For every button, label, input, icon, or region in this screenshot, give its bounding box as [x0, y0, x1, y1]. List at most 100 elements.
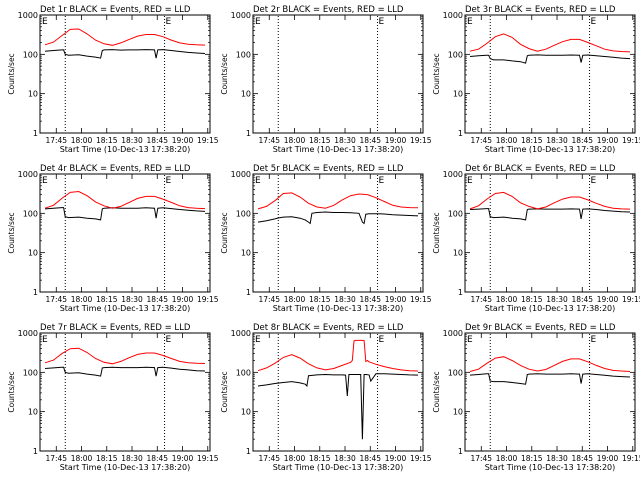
y-tick-label: 10 — [28, 408, 38, 417]
y-tick-label: 1 — [458, 288, 463, 297]
x-tick-label: 18:15 — [309, 295, 331, 304]
panel-title: Det 1r BLACK = Events, RED = LLD — [40, 5, 191, 15]
y-tick-label: 1 — [33, 447, 38, 456]
y-tick-label: 10 — [241, 249, 251, 258]
plot-frame — [39, 14, 211, 134]
x-tick-label: 19:00 — [172, 295, 194, 304]
series-lld-line — [469, 356, 631, 372]
y-tick-label: 100 — [23, 209, 38, 218]
x-tick-label: 18:15 — [309, 454, 331, 463]
x-tick-label: 18:15 — [96, 454, 118, 463]
series-lld-line — [469, 191, 631, 210]
flag-letter: E — [591, 176, 597, 186]
plot-frame — [252, 173, 424, 293]
x-axis-label: Start Time (10-Dec-13 17:38:20) — [273, 304, 404, 313]
flag-letter: E — [255, 335, 261, 345]
y-axis-label: Counts/sec — [432, 371, 441, 412]
x-tick-label: 17:45 — [45, 136, 67, 145]
x-tick-label: 18:30 — [546, 295, 568, 304]
x-tick-label: 17:45 — [45, 295, 67, 304]
y-axis-label: Counts/sec — [220, 371, 229, 412]
y-tick-label: 10 — [453, 408, 463, 417]
x-tick-label: 18:45 — [359, 295, 381, 304]
series-events-line — [44, 207, 206, 221]
series-lld-line — [257, 339, 419, 372]
y-tick-label: 1000 — [18, 11, 38, 20]
series-events-line — [44, 49, 206, 59]
detector-panel-6: Det 6r BLACK = Events, RED = LLD 1 10 100 10… — [432, 164, 640, 313]
x-tick-label: 19:00 — [385, 295, 407, 304]
x-tick-label: 18:00 — [71, 295, 93, 304]
x-tick-label: 18:30 — [546, 454, 568, 463]
panel-title: Det 5r BLACK = Events, RED = LLD — [253, 164, 404, 174]
y-axis-label: Counts/sec — [7, 212, 16, 253]
x-tick-label: 19:00 — [597, 454, 619, 463]
x-tick-label: 17:45 — [258, 454, 280, 463]
plot-frame — [464, 332, 636, 452]
detector-panel-2: Det 2r BLACK = Events, RED = LLD 1 10 100 10… — [220, 5, 432, 154]
x-tick-label: 19:00 — [172, 136, 194, 145]
y-axis-label: Counts/sec — [7, 371, 16, 412]
x-tick-label: 19:15 — [622, 454, 640, 463]
x-tick-label: 19:15 — [197, 295, 219, 304]
y-axis-label: Counts/sec — [432, 53, 441, 94]
plot-frame — [464, 173, 636, 293]
y-tick-label: 1000 — [443, 329, 463, 338]
y-tick-label: 1 — [246, 447, 251, 456]
series-events-line — [469, 373, 631, 385]
x-tick-label: 18:00 — [284, 454, 306, 463]
x-tick-label: 18:15 — [309, 136, 331, 145]
x-tick-label: 18:45 — [146, 454, 168, 463]
x-tick-label: 18:30 — [334, 295, 356, 304]
x-tick-label: 18:15 — [521, 454, 543, 463]
x-tick-label: 19:15 — [622, 295, 640, 304]
x-tick-label: 18:45 — [146, 295, 168, 304]
plot-frame — [252, 14, 424, 134]
flag-letter: E — [467, 176, 473, 186]
x-tick-label: 18:30 — [546, 136, 568, 145]
x-tick-label: 18:45 — [571, 295, 593, 304]
series-events-line — [257, 373, 419, 440]
flag-letter: E — [379, 335, 385, 345]
x-axis-label: Start Time (10-Dec-13 17:38:20) — [485, 463, 616, 472]
y-tick-label: 100 — [23, 368, 38, 377]
detector-panel-9: Det 9r BLACK = Events, RED = LLD 1 10 100 10… — [432, 323, 640, 472]
x-axis-label: Start Time (10-Dec-13 17:38:20) — [273, 145, 404, 154]
panel-title: Det 8r BLACK = Events, RED = LLD — [253, 323, 404, 333]
detector-panel-5: Det 5r BLACK = Events, RED = LLD 1 10 100 10… — [220, 164, 432, 313]
detector-panel-4: Det 4r BLACK = Events, RED = LLD 1 10 100 10… — [7, 164, 219, 313]
x-tick-label: 19:00 — [385, 136, 407, 145]
x-tick-label: 18:00 — [71, 136, 93, 145]
x-axis-label: Start Time (10-Dec-13 17:38:20) — [485, 145, 616, 154]
x-tick-label: 18:15 — [96, 136, 118, 145]
x-tick-label: 18:15 — [521, 295, 543, 304]
y-tick-label: 1 — [458, 129, 463, 138]
x-tick-label: 18:00 — [284, 295, 306, 304]
y-tick-label: 100 — [236, 368, 251, 377]
x-tick-label: 17:45 — [45, 454, 67, 463]
detector-panel-1: Det 1r BLACK = Events, RED = LLD 1 10 100 10… — [7, 5, 219, 154]
x-tick-label: 17:45 — [470, 136, 492, 145]
series-lld-line — [44, 28, 206, 46]
y-tick-label: 1 — [33, 129, 38, 138]
detector-panel-3: Det 3r BLACK = Events, RED = LLD 1 10 100 10… — [432, 5, 640, 154]
y-tick-label: 10 — [453, 249, 463, 258]
x-tick-label: 18:45 — [359, 136, 381, 145]
panel-title: Det 9r BLACK = Events, RED = LLD — [465, 323, 616, 333]
x-axis-label: Start Time (10-Dec-13 17:38:20) — [60, 304, 191, 313]
plot-frame — [464, 14, 636, 134]
series-lld-line — [44, 347, 206, 365]
x-tick-label: 18:00 — [284, 136, 306, 145]
panel-title: Det 2r BLACK = Events, RED = LLD — [253, 5, 404, 15]
x-tick-label: 19:00 — [172, 454, 194, 463]
x-tick-label: 19:00 — [385, 454, 407, 463]
y-tick-label: 1 — [458, 447, 463, 456]
x-tick-label: 18:00 — [496, 454, 518, 463]
y-tick-label: 1 — [246, 129, 251, 138]
flag-letter: E — [166, 335, 172, 345]
flag-letter: E — [42, 17, 48, 27]
flag-letter: E — [255, 17, 261, 27]
flag-letter: E — [255, 176, 261, 186]
x-tick-label: 19:15 — [410, 454, 432, 463]
